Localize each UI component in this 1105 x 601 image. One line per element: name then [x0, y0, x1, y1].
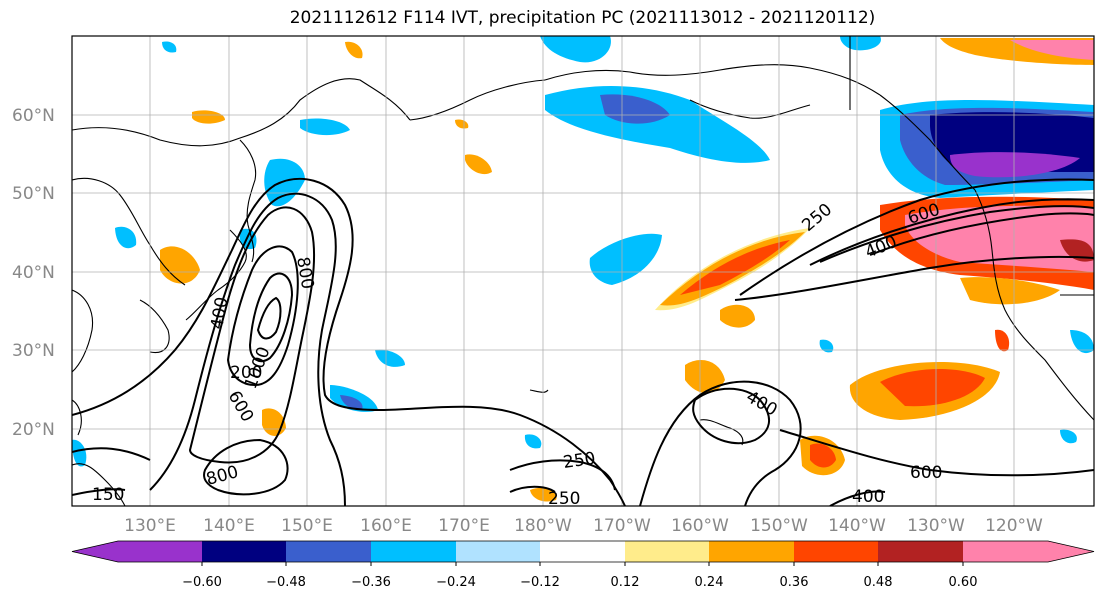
colorbar-segment	[625, 541, 709, 562]
lon-label: 180°W	[514, 516, 572, 536]
colorbar-segment	[794, 541, 878, 562]
colorbar-tick-label: −0.24	[436, 575, 476, 590]
lat-label: 30°N	[12, 341, 55, 361]
colorbar-tick-label: −0.60	[182, 575, 222, 590]
lat-label: 50°N	[12, 184, 55, 204]
lon-label: 170°E	[438, 516, 490, 536]
colorbar-extend-high	[1048, 541, 1094, 562]
contour-label: 600	[910, 463, 942, 483]
latitude-labels: 60°N 50°N 40°N 30°N 20°N	[12, 106, 55, 440]
colorbar-tick-label: 0.36	[780, 575, 809, 590]
map-panel: 250 400 600 800 1000 200 400 600 800 250…	[72, 36, 1094, 509]
precip-negative-shading	[72, 36, 1094, 467]
lon-label: 160°W	[671, 516, 729, 536]
colorbar-tick-label: 0.12	[611, 575, 640, 590]
colorbar-tick-label: 0.60	[949, 575, 978, 590]
coastlines	[72, 36, 1094, 506]
colorbar-tick-label: −0.36	[351, 575, 391, 590]
colorbar-segment	[709, 541, 794, 562]
colorbar-tick-label: 0.24	[695, 575, 724, 590]
gridlines	[72, 36, 1094, 506]
colorbar: −0.60 −0.48 −0.36 −0.24 −0.12 0.12 0.24 0.36 0.4…	[71, 540, 1095, 590]
colorbar-extend-low	[72, 541, 118, 562]
contour-label: 200	[230, 363, 262, 383]
lon-label: 120°W	[985, 516, 1043, 536]
contour-label: 250	[548, 489, 580, 509]
lon-label: 150°E	[281, 516, 333, 536]
longitude-labels: 130°E 140°E 150°E 160°E 170°E 180°W 170°…	[124, 516, 1043, 536]
lon-label: 130°W	[907, 516, 965, 536]
lat-label: 40°N	[12, 263, 55, 283]
map-title: 2021112612 F114 IVT, precipitation PC (2…	[289, 8, 876, 28]
lon-label: 140°W	[828, 516, 886, 536]
lat-label: 60°N	[12, 106, 55, 126]
colorbar-segment	[202, 541, 286, 562]
lon-label: 130°E	[124, 516, 176, 536]
colorbar-tick-label: 0.48	[864, 575, 893, 590]
contour-label: 150	[92, 485, 124, 505]
lat-label: 20°N	[12, 420, 55, 440]
lon-label: 170°W	[593, 516, 651, 536]
colorbar-segment	[371, 541, 456, 562]
colorbar-segment	[456, 541, 540, 562]
lon-label: 140°E	[203, 516, 255, 536]
colorbar-segment	[118, 541, 202, 562]
contour-label: 400	[852, 487, 884, 507]
colorbar-segment	[286, 541, 371, 562]
colorbar-tick-label: −0.12	[520, 575, 560, 590]
colorbar-segment	[963, 541, 1048, 562]
map-frame	[71, 35, 1095, 507]
ivt-contours	[72, 177, 1094, 506]
colorbar-segment	[878, 541, 963, 562]
colorbar-tick-label: −0.48	[266, 575, 306, 590]
lon-label: 160°E	[360, 516, 412, 536]
colorbar-outline	[71, 540, 1095, 563]
lon-label: 150°W	[750, 516, 808, 536]
contour-label: 250	[562, 449, 597, 473]
colorbar-segment	[540, 541, 625, 562]
precip-positive-shading	[160, 38, 1094, 502]
